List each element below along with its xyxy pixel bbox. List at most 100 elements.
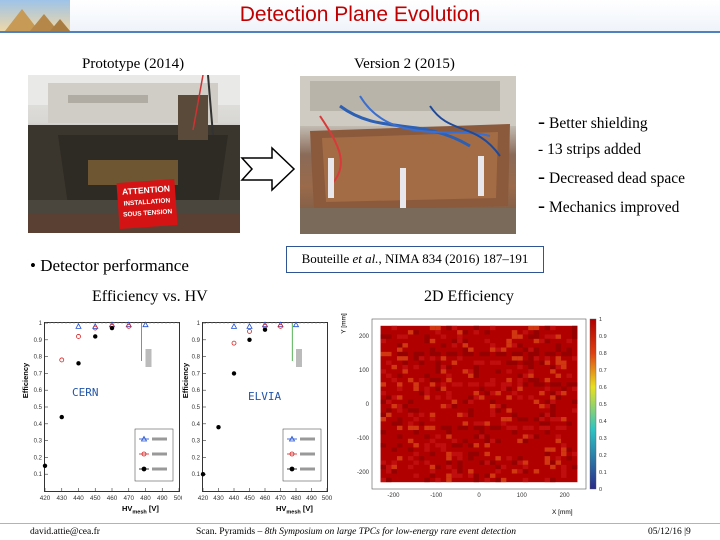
heatmap-cell [544, 338, 551, 344]
heatmap-cell [555, 390, 562, 396]
data-point [42, 463, 48, 468]
heatmap-cell [435, 434, 441, 439]
heatmap-cell [429, 351, 436, 357]
colorbar-tick-label: 0.8 [599, 351, 607, 357]
heatmap-cell [435, 330, 441, 335]
heatmap-cell [555, 347, 562, 352]
heatmap-cell [506, 343, 512, 348]
heatmap-cell [517, 395, 523, 400]
heatmap-cell [380, 443, 387, 448]
heatmap-cell [402, 364, 408, 370]
heatmap-cell [462, 330, 469, 335]
heatmap-cell [539, 338, 545, 344]
heatmap-cell [533, 382, 540, 387]
heatmap-cell [479, 421, 485, 426]
heatmap-cell [402, 360, 408, 365]
heatmap-cell [479, 360, 485, 365]
heatmap-cell [528, 425, 534, 431]
heatmap-cell [402, 369, 408, 374]
heatmap-cell [424, 443, 430, 448]
cern-scatter: 0.1 0.2 0.3 0.4 0.5 0.6 0.7 0.8 0.9 1 420 430 440 450… [34, 321, 182, 502]
heatmap-cell [479, 430, 485, 435]
heatmap-cell [380, 460, 387, 465]
x-tick-label: 420 [40, 495, 51, 502]
footer-conference: Scan. Pyramids – 8th Symposium on large … [196, 527, 516, 537]
heatmap-cell [495, 469, 501, 474]
heatmap-cell [566, 447, 572, 452]
x-tick-label: -100 [430, 493, 443, 499]
heatmap-cell [418, 360, 425, 365]
heatmap-cell [500, 347, 507, 352]
heatmap-cell [446, 477, 452, 483]
heatmap-cell [517, 386, 523, 391]
heatmap-cell [473, 382, 479, 387]
heatmap-cell [386, 351, 392, 357]
heatmap-cell [396, 408, 403, 413]
heatmap-cell [473, 421, 479, 426]
heatmap-cell [413, 430, 419, 435]
heatmap-cell [550, 334, 556, 339]
heatmap-cell [479, 386, 485, 391]
heatmap-cell [511, 390, 518, 396]
heatmap-cell [451, 438, 458, 444]
heatmap-cell [517, 364, 523, 370]
heatmap-cell [429, 382, 436, 387]
heatmap-cell [511, 343, 518, 348]
data-point [76, 334, 81, 339]
improvement-item: - Mechanics improved [538, 193, 680, 217]
heatmap-cell [418, 412, 425, 418]
heatmap-cell [511, 430, 518, 435]
heatmap-cell [468, 373, 474, 378]
x-tick-label: 500 [174, 495, 182, 502]
heatmap-cell [533, 338, 540, 344]
heatmap-cell [446, 390, 452, 396]
heatmap-cell [440, 343, 447, 348]
heatmap-cell [473, 395, 479, 400]
heatmap-cell [424, 338, 430, 344]
heatmap-cell [495, 477, 501, 483]
heatmap-cell [544, 447, 551, 452]
heatmap-cell [500, 421, 507, 426]
heatmap-cell [533, 325, 540, 331]
heatmap-cell [528, 334, 534, 339]
heatmap-cell [522, 464, 529, 470]
heatmap-cell [544, 430, 551, 435]
heatmap-cell [386, 399, 392, 404]
heatmap-cell [517, 377, 523, 383]
data-point [75, 323, 82, 329]
colorbar-tick-label: 0.3 [599, 436, 607, 442]
heatmap-cell [511, 351, 518, 357]
heatmap-cell [550, 408, 556, 413]
y-tick-label: 1 [197, 321, 201, 327]
heatmap-cell [457, 330, 463, 335]
heatmap-cell [500, 477, 507, 483]
heatmap-cell [446, 456, 452, 461]
data-point [292, 321, 300, 328]
heatmap-cell [479, 395, 485, 400]
heatmap-cell [473, 473, 479, 478]
heatmap-cell [511, 360, 518, 365]
heatmap-cell [396, 334, 403, 339]
heatmap-cell [550, 351, 556, 357]
heatmap-cell [500, 382, 507, 387]
heatmap-cell [544, 356, 551, 361]
heatmap-cell [544, 412, 551, 418]
heatmap-cell [386, 469, 392, 474]
heatmap-cell [528, 434, 534, 439]
heatmap-cell [533, 377, 540, 383]
data-point [278, 323, 283, 329]
heatmap-cell [550, 412, 556, 418]
heatmap-cell [435, 325, 441, 331]
footer-conference-rest: Symposium on large TPCs for low-energy r… [276, 527, 517, 537]
heatmap-cell [522, 434, 529, 439]
heatmap-cell [539, 425, 545, 431]
heatmap-cell [457, 443, 463, 448]
heatmap-cell [550, 395, 556, 400]
heatmap-cell [386, 334, 392, 339]
heatmap-cell [489, 399, 496, 404]
heatmap-cell [561, 417, 567, 422]
y-tick-label: 0.8 [192, 355, 201, 361]
heatmap-cell [435, 395, 441, 400]
x-tick-label: 450 [90, 495, 101, 502]
y-tick-label: 0.5 [34, 405, 43, 411]
